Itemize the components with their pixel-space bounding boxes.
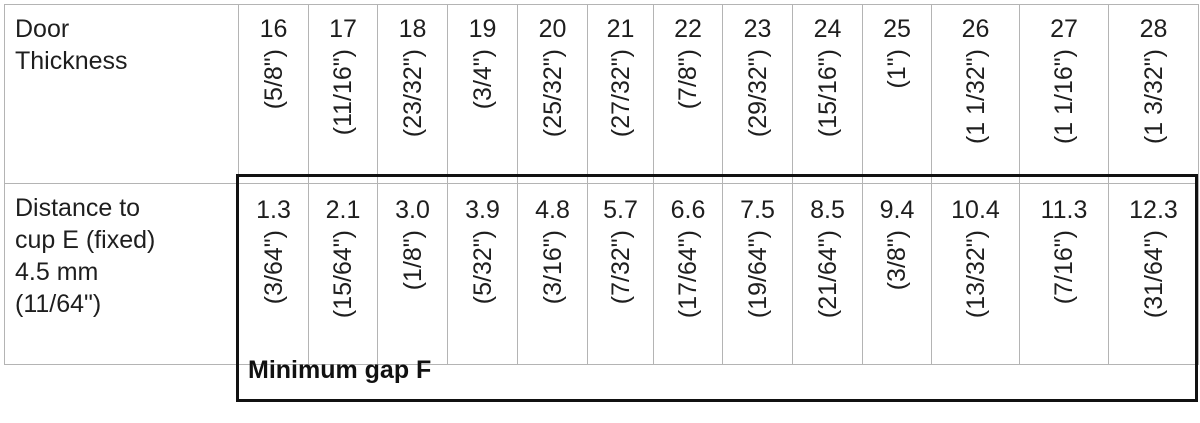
- mm-value: 28: [1139, 15, 1168, 43]
- inch-value: (7/16"): [1050, 230, 1078, 305]
- inch-value: (21/64"): [813, 230, 842, 319]
- mm-value: 27: [1050, 15, 1078, 43]
- inch-value: (31/64"): [1139, 230, 1168, 319]
- minimum-gap-cell: 2.1 (15/64"): [308, 183, 378, 365]
- inch-value: (3/4"): [468, 49, 497, 110]
- inch-value: (1/8"): [398, 230, 427, 291]
- mm-value: 9.4: [879, 196, 915, 224]
- minimum-gap-cell: 4.8 (3/16"): [517, 183, 588, 365]
- door-thickness-cell: 16 (5/8"): [238, 4, 309, 184]
- mm-value: 1.3: [256, 196, 291, 224]
- door-thickness-cell: 20 (25/32"): [517, 4, 588, 184]
- inch-value: (19/64"): [743, 230, 772, 319]
- door-thickness-cell: 28 (1 3/32"): [1108, 4, 1199, 184]
- door-thickness-cell: 25 (1"): [862, 4, 932, 184]
- gap-table: Door Thickness 16 (5/8") 17 (11/16") 18 (23/3…: [4, 4, 1199, 365]
- door-thickness-header: Door Thickness: [4, 4, 239, 184]
- mm-value: 24: [813, 15, 842, 43]
- header-line: Door: [15, 15, 70, 43]
- header-line: cup E (fixed): [15, 226, 156, 254]
- inch-value: (3/64"): [259, 230, 288, 305]
- mm-value: 5.7: [603, 196, 638, 224]
- distance-header: Distance to cup E (fixed) 4.5 mm (11/64"…: [4, 183, 239, 365]
- inch-value: (11/16"): [329, 49, 357, 136]
- inch-value: (1"): [883, 49, 911, 89]
- mm-value: 26: [961, 15, 990, 43]
- inch-value: (23/32"): [398, 49, 427, 138]
- minimum-gap-row: Distance to cup E (fixed) 4.5 mm (11/64"…: [4, 183, 1199, 365]
- inch-value: (1 1/16"): [1050, 49, 1078, 145]
- inch-value: (7/8"): [674, 49, 702, 110]
- inch-value: (1 3/32"): [1139, 49, 1168, 145]
- minimum-gap-cell: 6.6 (17/64"): [653, 183, 723, 365]
- mm-value: 6.6: [670, 196, 706, 224]
- inch-value: (25/32"): [538, 49, 567, 138]
- mm-value: 18: [398, 15, 427, 43]
- inch-value: (7/32"): [606, 230, 635, 305]
- mm-value: 23: [743, 15, 772, 43]
- door-thickness-cell: 23 (29/32"): [722, 4, 793, 184]
- mm-value: 4.8: [535, 196, 570, 224]
- door-thickness-cell: 27 (1 1/16"): [1019, 4, 1109, 184]
- mm-value: 10.4: [951, 196, 1000, 224]
- door-thickness-cell: 18 (23/32"): [377, 4, 448, 184]
- minimum-gap-cell: 3.9 (5/32"): [447, 183, 518, 365]
- header-line: Thickness: [15, 47, 128, 75]
- mm-value: 7.5: [740, 196, 775, 224]
- mm-value: 2.1: [325, 196, 361, 224]
- minimum-gap-cell: 12.3 (31/64"): [1108, 183, 1199, 365]
- mm-value: 12.3: [1129, 196, 1178, 224]
- minimum-gap-label: Minimum gap F: [248, 356, 432, 384]
- mm-value: 22: [674, 15, 702, 43]
- mm-value: 25: [883, 15, 911, 43]
- inch-value: (3/8"): [883, 230, 911, 291]
- inch-value: (17/64"): [674, 230, 702, 319]
- door-thickness-cell: 17 (11/16"): [308, 4, 378, 184]
- door-thickness-cell: 26 (1 1/32"): [931, 4, 1020, 184]
- inch-value: (1 1/32"): [961, 49, 990, 145]
- minimum-gap-cell: 11.3 (7/16"): [1019, 183, 1109, 365]
- door-thickness-cell: 24 (15/16"): [792, 4, 863, 184]
- minimum-gap-cell: 8.5 (21/64"): [792, 183, 863, 365]
- door-thickness-row: Door Thickness 16 (5/8") 17 (11/16") 18 (23/3…: [4, 4, 1199, 184]
- mm-value: 11.3: [1040, 196, 1088, 224]
- minimum-gap-cell: 5.7 (7/32"): [587, 183, 654, 365]
- mm-value: 3.9: [465, 196, 500, 224]
- inch-value: (29/32"): [743, 49, 772, 138]
- minimum-gap-cell: 10.4 (13/32"): [931, 183, 1020, 365]
- inch-value: (13/32"): [961, 230, 990, 319]
- minimum-gap-cell: 1.3 (3/64"): [238, 183, 309, 365]
- header-line: Distance to: [15, 194, 141, 222]
- inch-value: (3/16"): [538, 230, 567, 305]
- header-line: 4.5 mm: [15, 258, 99, 286]
- mm-value: 20: [538, 15, 567, 43]
- inch-value: (5/8"): [259, 49, 288, 110]
- inch-value: (15/64"): [329, 230, 357, 319]
- header-line: (11/64"): [15, 290, 102, 318]
- mm-value: 21: [606, 15, 635, 43]
- door-thickness-cell: 19 (3/4"): [447, 4, 518, 184]
- inch-value: (5/32"): [468, 230, 497, 305]
- mm-value: 16: [259, 15, 288, 43]
- door-thickness-cell: 21 (27/32"): [587, 4, 654, 184]
- inch-value: (15/16"): [813, 49, 842, 138]
- mm-value: 17: [329, 15, 357, 43]
- minimum-gap-cell: 9.4 (3/8"): [862, 183, 932, 365]
- inch-value: (27/32"): [606, 49, 635, 138]
- mm-value: 8.5: [810, 196, 845, 224]
- minimum-gap-cell: 3.0 (1/8"): [377, 183, 448, 365]
- mm-value: 3.0: [395, 196, 430, 224]
- door-thickness-cell: 22 (7/8"): [653, 4, 723, 184]
- mm-value: 19: [468, 15, 497, 43]
- minimum-gap-cell: 7.5 (19/64"): [722, 183, 793, 365]
